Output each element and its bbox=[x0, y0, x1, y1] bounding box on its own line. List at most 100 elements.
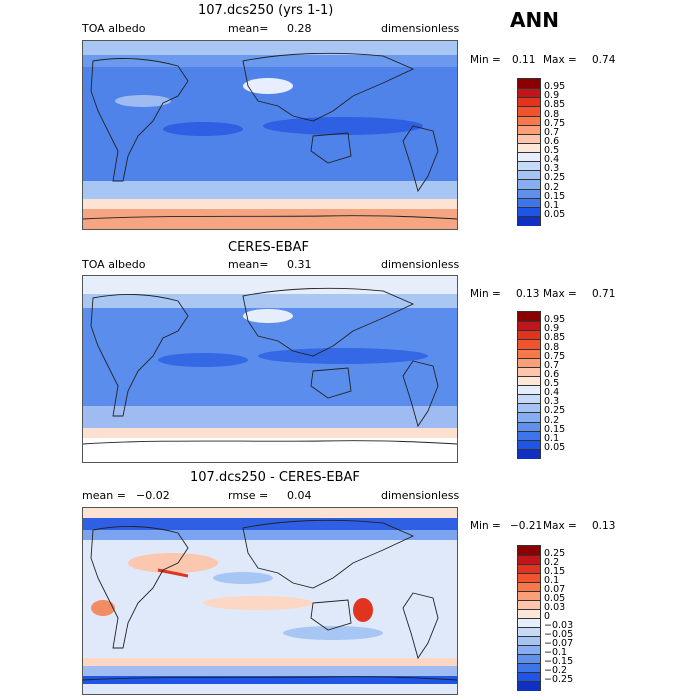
colorbar-separator bbox=[518, 448, 540, 450]
mean-label: mean = bbox=[82, 489, 126, 502]
max-label: Max = bbox=[543, 520, 577, 532]
colorbar-swatch bbox=[518, 339, 540, 349]
colorbar-separator bbox=[518, 330, 540, 332]
colorbar-swatch bbox=[518, 412, 540, 422]
colorbar-swatch bbox=[518, 591, 540, 601]
colorbar-separator bbox=[518, 591, 540, 592]
rmse-value: 0.04 bbox=[287, 489, 312, 502]
colorbar-separator bbox=[518, 215, 540, 217]
colorbar-swatch bbox=[518, 609, 540, 619]
colorbar-separator bbox=[518, 555, 540, 556]
colorbar-tick-label: 0.3 bbox=[544, 396, 560, 408]
colorbar-swatch bbox=[518, 573, 540, 583]
colorbar-swatch bbox=[518, 600, 540, 610]
season-label: ANN bbox=[510, 8, 559, 32]
colorbar-separator bbox=[518, 403, 540, 405]
albedo-map bbox=[82, 275, 458, 463]
colorbar-separator bbox=[518, 627, 540, 628]
colorbar-separator bbox=[518, 618, 540, 619]
colorbar-tick-label: −0.15 bbox=[544, 656, 574, 667]
colorbar-tick-label: 0.85 bbox=[544, 332, 566, 344]
colorbar-separator bbox=[518, 106, 540, 108]
colorbar-swatch bbox=[518, 555, 540, 565]
colorbar-swatch bbox=[518, 385, 540, 395]
colorbar-separator bbox=[518, 375, 540, 377]
colorbar-separator bbox=[518, 582, 540, 583]
units-label: dimensionless bbox=[381, 22, 460, 35]
colorbar-swatch bbox=[518, 394, 540, 404]
colorbar-swatch bbox=[518, 88, 540, 98]
mean-value: 0.31 bbox=[287, 258, 312, 271]
colorbar-separator bbox=[518, 654, 540, 655]
colorbar-separator bbox=[518, 663, 540, 664]
colorbar-swatch bbox=[518, 179, 540, 189]
colorbar-swatch bbox=[518, 582, 540, 592]
min-label: Min = bbox=[470, 288, 501, 300]
colorbar-separator bbox=[518, 366, 540, 368]
colorbar-swatch bbox=[518, 366, 540, 377]
colorbar-separator bbox=[518, 439, 540, 441]
colorbar-tick-label: 0.8 bbox=[544, 108, 560, 120]
units-label: dimensionless bbox=[381, 258, 460, 271]
colorbar-separator bbox=[518, 394, 540, 396]
colorbar-tick-label: 0.8 bbox=[544, 341, 560, 353]
colorbar-swatch bbox=[518, 152, 540, 162]
colorbar-swatch bbox=[518, 645, 540, 655]
colorbar-tick-label: 0.9 bbox=[544, 323, 560, 335]
colorbar-swatch bbox=[518, 421, 540, 432]
colorbar-separator bbox=[518, 97, 540, 99]
colorbar-tick-label: −0.05 bbox=[544, 629, 574, 640]
colorbar-separator bbox=[518, 115, 540, 117]
min-label: Min = bbox=[470, 520, 501, 532]
colorbar-swatch bbox=[518, 375, 540, 386]
colorbar-swatch bbox=[518, 312, 540, 322]
max-value: 0.71 bbox=[592, 288, 616, 300]
colorbar-swatch bbox=[518, 564, 540, 574]
colorbar-separator bbox=[518, 600, 540, 601]
colorbar-tick-label: 0.03 bbox=[544, 602, 566, 613]
colorbar-separator bbox=[518, 179, 540, 181]
colorbar-tick-label: 0.25 bbox=[544, 172, 566, 184]
colorbar-tick-label: 0.05 bbox=[544, 208, 566, 220]
mean-value: −0.02 bbox=[136, 489, 170, 502]
colorbar-separator bbox=[518, 672, 540, 673]
colorbar-tick-label: 0.15 bbox=[544, 190, 566, 202]
colorbar-tick-label: 0.95 bbox=[544, 81, 566, 93]
colorbar bbox=[517, 545, 541, 691]
colorbar-separator bbox=[518, 421, 540, 423]
colorbar-tick-label: 0.5 bbox=[544, 378, 560, 389]
colorbar-swatch bbox=[518, 124, 540, 135]
colorbar bbox=[517, 78, 541, 226]
colorbar-swatch bbox=[518, 115, 540, 126]
colorbar-separator bbox=[518, 133, 540, 135]
colorbar-swatch bbox=[518, 215, 540, 226]
colorbar-swatch bbox=[518, 430, 540, 441]
colorbar-tick-label: 0.6 bbox=[544, 135, 560, 147]
max-value: 0.74 bbox=[592, 54, 616, 66]
colorbar-tick-label: 0.15 bbox=[544, 566, 566, 577]
colorbar-separator bbox=[518, 206, 540, 208]
colorbar-swatch bbox=[518, 672, 540, 682]
panel-title: 107.dcs250 (yrs 1-1) bbox=[198, 3, 334, 18]
colorbar-separator bbox=[518, 339, 540, 341]
colorbar-swatch bbox=[518, 654, 540, 664]
colorbar-separator bbox=[518, 321, 540, 323]
panel-title: 107.dcs250 - CERES-EBAF bbox=[190, 470, 360, 485]
variable-label: TOA albedo bbox=[82, 22, 146, 35]
colorbar bbox=[517, 311, 541, 459]
colorbar-swatch bbox=[518, 142, 540, 153]
colorbar-separator bbox=[518, 142, 540, 144]
colorbar-swatch bbox=[518, 448, 540, 459]
colorbar-tick-label: 0.2 bbox=[544, 414, 560, 426]
colorbar-swatch bbox=[518, 97, 540, 107]
colorbar-swatch bbox=[518, 663, 540, 673]
units-label: dimensionless bbox=[381, 489, 460, 502]
colorbar-swatch bbox=[518, 330, 540, 340]
colorbar-tick-label: −0.1 bbox=[544, 647, 568, 658]
colorbar-swatch bbox=[518, 106, 540, 116]
colorbar-tick-label: −0.07 bbox=[544, 638, 574, 649]
colorbar-tick-label: 0.25 bbox=[544, 548, 566, 559]
colorbar-separator bbox=[518, 645, 540, 646]
colorbar-tick-label: 0.05 bbox=[544, 593, 566, 604]
min-label: Min = bbox=[470, 54, 501, 66]
